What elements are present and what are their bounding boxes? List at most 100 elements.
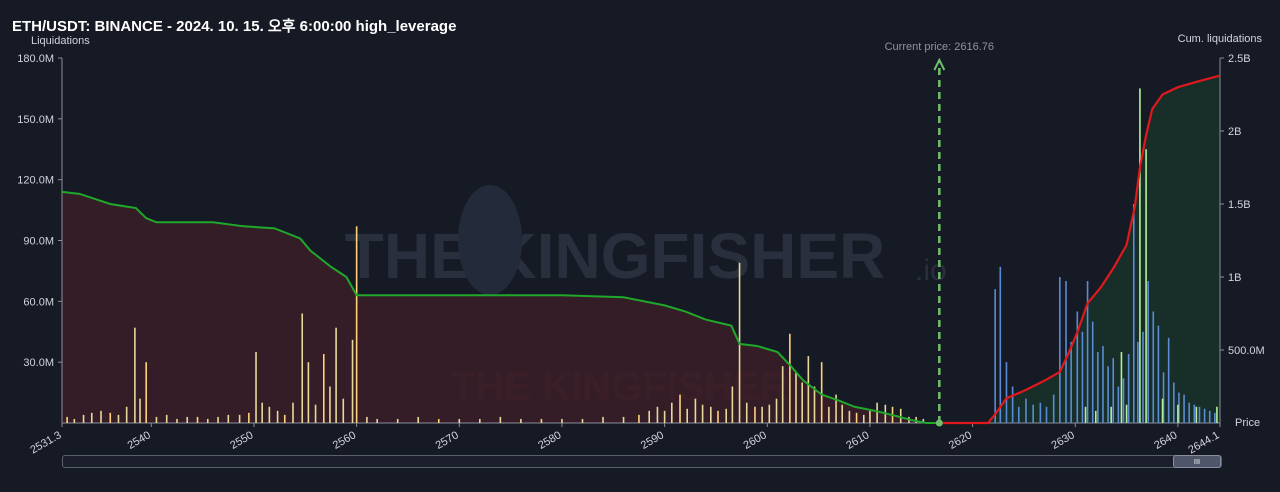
liquidation-bar-short (781, 366, 784, 423)
liquidation-bar-short (417, 416, 420, 423)
liquidation-bar-short (807, 356, 810, 423)
x-tick-label: 2644.1 (1186, 429, 1221, 456)
liquidation-bar-short (90, 412, 93, 423)
grip-icon: III (1193, 458, 1201, 466)
y-left-tick-label: 120.0M (17, 175, 54, 187)
liquidation-bar-long (1102, 345, 1104, 423)
liquidation-bar-short (686, 408, 688, 423)
liquidation-bar-short (329, 386, 331, 423)
liquidation-bar-short (862, 414, 865, 423)
x-tick-label: 2630 (1050, 429, 1077, 452)
liquidation-bar-short (307, 362, 310, 423)
liquidation-bar-short (139, 398, 141, 423)
liquidation-bar-short (848, 410, 851, 423)
liquidation-bar-long (1045, 406, 1048, 423)
liquidation-bar-long (1039, 402, 1042, 423)
liquidation-bar-short (725, 408, 728, 423)
liquidation-bar-long (1017, 406, 1020, 423)
liquidation-bar-short (768, 404, 771, 423)
liquidation-bar-short (828, 406, 830, 423)
y-left-tick-label: 30.0M (23, 357, 54, 369)
liquidation-bar-short (155, 416, 158, 423)
liquidation-bar-short (899, 408, 902, 423)
x-tick-label: 2640 (1152, 429, 1179, 452)
liquidation-bar-short (717, 410, 719, 423)
liquidation-bar-long (1188, 402, 1191, 423)
liquidation-bar-short (648, 410, 651, 423)
x-tick-label: 2610 (844, 429, 871, 452)
y-left-tick-label: 90.0M (23, 236, 54, 248)
liquidation-bar-long (1137, 341, 1139, 423)
liquidation-bar-short (458, 418, 461, 423)
scrollbar-handle[interactable]: III (1173, 455, 1221, 468)
liquidation-bar-short (134, 327, 136, 423)
y-left-tick-label: 60.0M (23, 296, 54, 308)
liquidation-bar-long (1193, 404, 1196, 423)
liquidation-bar-short (342, 398, 345, 423)
liquidation-bar-short (499, 416, 502, 423)
x-tick-label: 2540 (126, 429, 153, 452)
x-tick-label: 2620 (947, 429, 974, 452)
liquidation-bar-short (581, 418, 584, 423)
liquidation-bar-short (109, 412, 112, 423)
liquidation-bar-long (1059, 277, 1061, 423)
liquidation-bar-short (292, 402, 294, 423)
liquidation-bar-short (227, 414, 230, 423)
current-price-arrow-icon (933, 57, 946, 71)
liquidation-bar-short (196, 416, 199, 423)
liquidation-bar-short (100, 410, 102, 423)
chart-title: ETH/USDT: BINANCE - 2024. 10. 15. 오후 6:0… (12, 18, 457, 35)
liquidation-bar-short (869, 410, 871, 423)
x-tick-label: 2600 (742, 429, 769, 452)
liquidation-bar-highlight (1177, 404, 1179, 423)
liquidation-bar-long (1157, 325, 1160, 423)
liquidation-bar-short (622, 416, 625, 423)
liquidation-bar-short (479, 418, 481, 423)
liquidation-bar-short (355, 226, 358, 423)
liquidation-bar-short (396, 418, 399, 423)
liquidation-bar-short (437, 418, 440, 423)
liquidation-bar-long (1081, 331, 1084, 423)
y-right-tick-label: 500.0M (1228, 345, 1265, 357)
liquidation-bar-highlight (1161, 398, 1164, 423)
liquidation-bar-short (276, 410, 279, 423)
x-tick-label: 2560 (331, 429, 358, 452)
liquidation-bar-short (125, 406, 128, 423)
x-axis-label: Price (1235, 417, 1260, 429)
liquidation-bar-short (876, 402, 878, 423)
liquidation-bar-short (238, 414, 241, 423)
liquidation-bar-short (922, 418, 925, 423)
watermark-suffix: .io (915, 254, 947, 287)
liquidation-bar-short (66, 416, 68, 423)
y-right-tick-label: 1B (1228, 272, 1241, 284)
liquidation-bar-short (351, 339, 354, 423)
liquidation-bar-short (841, 404, 844, 423)
liquidation-bar-short (694, 398, 697, 423)
liquidation-bar-long (994, 289, 996, 423)
liquidation-bar-short (795, 372, 797, 423)
liquidation-bar-short (731, 386, 734, 423)
watermark-bird-icon (458, 185, 522, 295)
chart-scrollbar[interactable]: III (62, 455, 1222, 468)
liquidation-bar-short (761, 406, 763, 423)
watermark-text-large: THE KINGFISHER (345, 220, 885, 292)
liquidation-bar-highlight (1216, 406, 1218, 423)
cum-right-area (939, 75, 1220, 424)
liquidation-bar-short (663, 410, 666, 423)
liquidation-bar-long (1142, 331, 1144, 423)
liquidation-bar-long (1076, 311, 1079, 423)
liquidation-bar-short (314, 404, 317, 423)
liquidation-bar-long (1091, 321, 1094, 423)
liquidation-bar-short (145, 362, 147, 423)
cum-liquidations-line-left (61, 190, 940, 424)
liquidation-bar-long (1178, 392, 1180, 423)
liquidation-bar-long (1097, 352, 1099, 423)
liquidation-bar-long (1203, 408, 1206, 423)
liquidation-bar-long (1147, 281, 1149, 423)
liquidation-bar-short (301, 313, 304, 423)
liquidation-bar-short (820, 362, 823, 423)
liquidation-bar-long (1132, 204, 1135, 423)
liquidation-bar-highlight (1120, 352, 1123, 423)
liquidation-bar-long (1208, 410, 1211, 423)
